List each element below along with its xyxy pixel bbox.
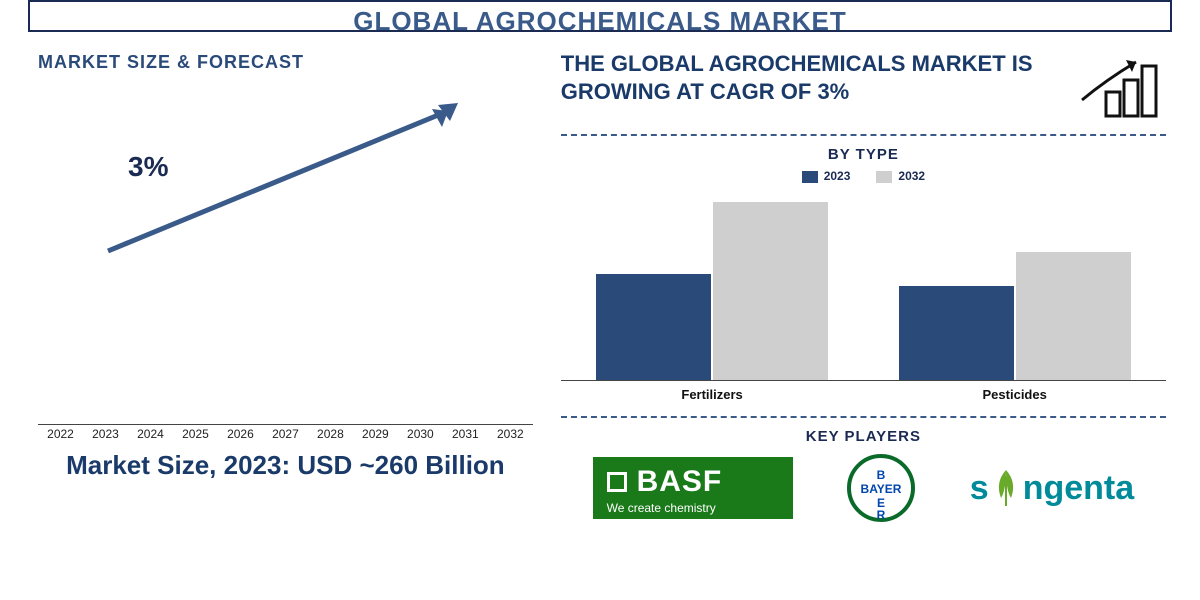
syngenta-text-2: ngenta xyxy=(1023,469,1134,508)
forecast-bars xyxy=(38,119,533,419)
legend-item-2032: 2032 xyxy=(876,169,925,183)
forecast-year-label: 2022 xyxy=(42,427,79,441)
forecast-year-label: 2027 xyxy=(267,427,304,441)
svg-text:BAYER: BAYER xyxy=(861,482,902,496)
title-bar: GLOBAL AGROCHEMICALS MARKET xyxy=(28,0,1172,32)
key-players-label: KEY PLAYERS xyxy=(561,428,1166,445)
infographic-frame: GLOBAL AGROCHEMICALS MARKET MARKET SIZE … xyxy=(28,0,1172,600)
right-panel: THE GLOBAL AGROCHEMICALS MARKET IS GROWI… xyxy=(543,32,1172,600)
columns: MARKET SIZE & FORECAST 3% 20222023202420… xyxy=(28,32,1172,600)
bayer-logo: B BAYER E R xyxy=(846,453,916,523)
type-category-label: Fertilizers xyxy=(561,387,864,402)
basf-tagline: We create chemistry xyxy=(607,501,779,515)
legend-label: 2032 xyxy=(898,169,925,183)
forecast-year-label: 2024 xyxy=(132,427,169,441)
type-bar-2032 xyxy=(713,202,828,380)
headline-row: THE GLOBAL AGROCHEMICALS MARKET IS GROWI… xyxy=(561,50,1166,120)
type-bar-2032 xyxy=(1016,252,1131,380)
forecast-year-label: 2023 xyxy=(87,427,124,441)
forecast-xaxis: 2022 2023 2024 2025 2026 2027 2028 2029 2030 2031… xyxy=(38,424,533,441)
by-type-label: BY TYPE xyxy=(561,146,1166,163)
forecast-year-label: 2025 xyxy=(177,427,214,441)
forecast-chart: 3% 2022202320242025202620272028202920302… xyxy=(38,81,533,441)
basf-square-icon xyxy=(607,472,627,492)
syngenta-logo: s ngenta xyxy=(970,468,1134,508)
page-title: GLOBAL AGROCHEMICALS MARKET xyxy=(30,6,1170,32)
legend-item-2023: 2023 xyxy=(802,169,851,183)
forecast-section-label: MARKET SIZE & FORECAST xyxy=(38,52,533,73)
logos-row: BASF We create chemistry B BAYER E R s xyxy=(561,453,1166,523)
basf-logo: BASF We create chemistry xyxy=(593,457,793,519)
svg-text:R: R xyxy=(877,508,886,522)
syngenta-text-1: s xyxy=(970,469,989,508)
svg-text:B: B xyxy=(877,468,886,482)
leaf-icon xyxy=(991,468,1021,508)
by-type-legend: 2023 2032 xyxy=(561,169,1166,183)
forecast-year-label: 2031 xyxy=(447,427,484,441)
forecast-year-label: 2029 xyxy=(357,427,394,441)
type-category-label: Pesticides xyxy=(863,387,1166,402)
forecast-year-label: 2032 xyxy=(492,427,529,441)
market-size-caption: Market Size, 2023: USD ~260 Billion xyxy=(38,449,533,482)
forecast-year-label: 2026 xyxy=(222,427,259,441)
headline-text: THE GLOBAL AGROCHEMICALS MARKET IS GROWI… xyxy=(561,50,1066,105)
by-type-xaxis: FertilizersPesticides xyxy=(561,387,1166,402)
basf-name: BASF xyxy=(637,465,723,499)
type-group xyxy=(863,191,1166,380)
type-group xyxy=(561,191,864,380)
growth-chart-icon xyxy=(1076,50,1166,120)
left-panel: MARKET SIZE & FORECAST 3% 20222023202420… xyxy=(28,32,543,600)
by-type-chart xyxy=(561,191,1166,381)
dashed-separator xyxy=(561,416,1166,418)
type-bar-2023 xyxy=(596,274,711,380)
forecast-year-label: 2028 xyxy=(312,427,349,441)
forecast-year-label: 2030 xyxy=(402,427,439,441)
type-bar-2023 xyxy=(899,286,1014,381)
legend-label: 2023 xyxy=(824,169,851,183)
dashed-separator xyxy=(561,134,1166,136)
